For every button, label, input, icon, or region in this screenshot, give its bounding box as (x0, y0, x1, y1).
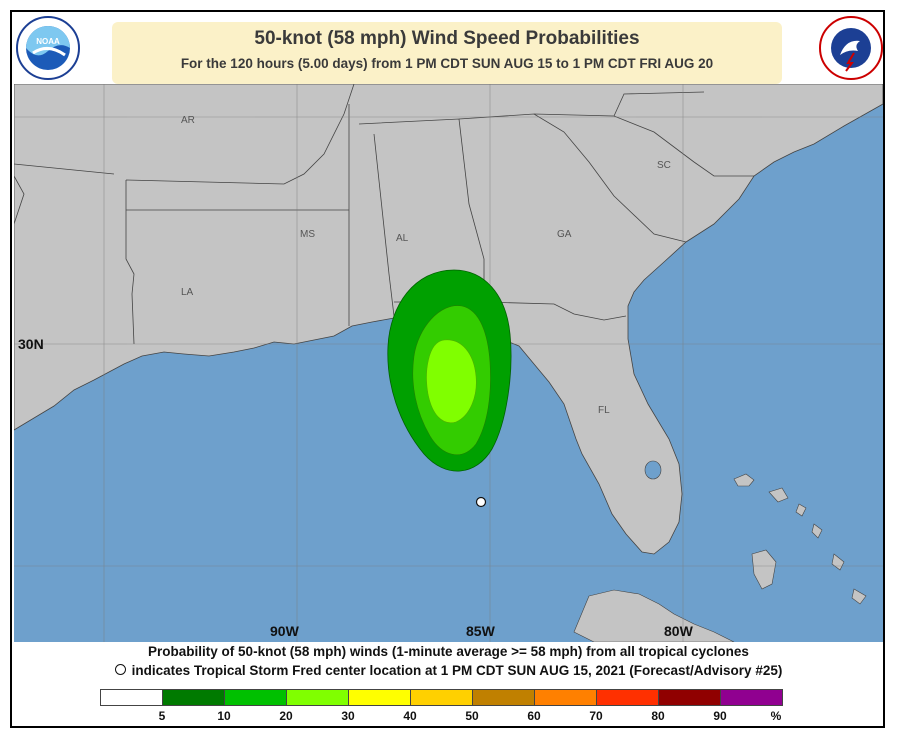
state-borders (14, 84, 754, 345)
storm-marker-key-icon (114, 664, 126, 675)
legend-swatch (348, 689, 411, 706)
legend-swatch (658, 689, 721, 706)
state-label-sc: SC (657, 160, 671, 171)
lon-label-80w: 80W (664, 623, 694, 639)
map-area: AR MS AL GA SC LA FL 30N 90W 85W 80W (14, 84, 883, 642)
footer-storm-note-text: indicates Tropical Storm Fred center loc… (131, 663, 783, 678)
legend-tick-label: 90 (713, 709, 727, 723)
legend-swatch (534, 689, 597, 706)
map-subtitle: For the 120 hours (5.00 days) from 1 PM … (180, 56, 714, 71)
state-label-la: LA (181, 287, 194, 298)
legend-swatch (224, 689, 287, 706)
legend-tick-label: % (770, 709, 782, 723)
state-label-ms: MS (300, 229, 315, 240)
legend-tick-label: 60 (527, 709, 541, 723)
legend-tick-label: 80 (651, 709, 665, 723)
legend-swatch (472, 689, 535, 706)
legend-swatch (286, 689, 349, 706)
legend-tick-label: 50 (465, 709, 479, 723)
lon-label-90w: 90W (270, 623, 300, 639)
legend-tick-label: 10 (217, 709, 231, 723)
lat-label-30n: 30N (18, 336, 44, 352)
storm-center-marker (475, 496, 487, 508)
state-label-al: AL (396, 233, 409, 244)
lake-okeechobee (644, 460, 662, 480)
legend-swatch (162, 689, 225, 706)
contour-20-30 (426, 339, 477, 424)
state-label-fl: FL (598, 405, 610, 416)
noaa-logo-text: NOAA (36, 37, 60, 46)
map-title: 50-knot (58 mph) Wind Speed Probabilitie… (254, 28, 640, 49)
probability-legend (100, 689, 783, 707)
footer-storm-note: indicates Tropical Storm Fred center loc… (14, 663, 883, 678)
footer-description: Probability of 50-knot (58 mph) winds (1… (148, 644, 749, 659)
legend-swatch (720, 689, 783, 706)
legend-swatch (596, 689, 659, 706)
legend-tick-label: 20 (279, 709, 293, 723)
title-banner (112, 22, 782, 84)
state-label-ga: GA (557, 229, 572, 240)
cuba-island (573, 589, 735, 642)
legend-tick-label: 40 (403, 709, 417, 723)
legend-tick-label: 5 (158, 709, 166, 723)
state-label-ar: AR (181, 115, 195, 126)
nws-logo (819, 16, 883, 80)
legend-swatch (100, 689, 163, 706)
lon-label-85w: 85W (466, 623, 496, 639)
legend-swatch (410, 689, 473, 706)
legend-tick-label: 30 (341, 709, 355, 723)
legend-tick-label: 70 (589, 709, 603, 723)
noaa-logo: NOAA (16, 16, 80, 80)
